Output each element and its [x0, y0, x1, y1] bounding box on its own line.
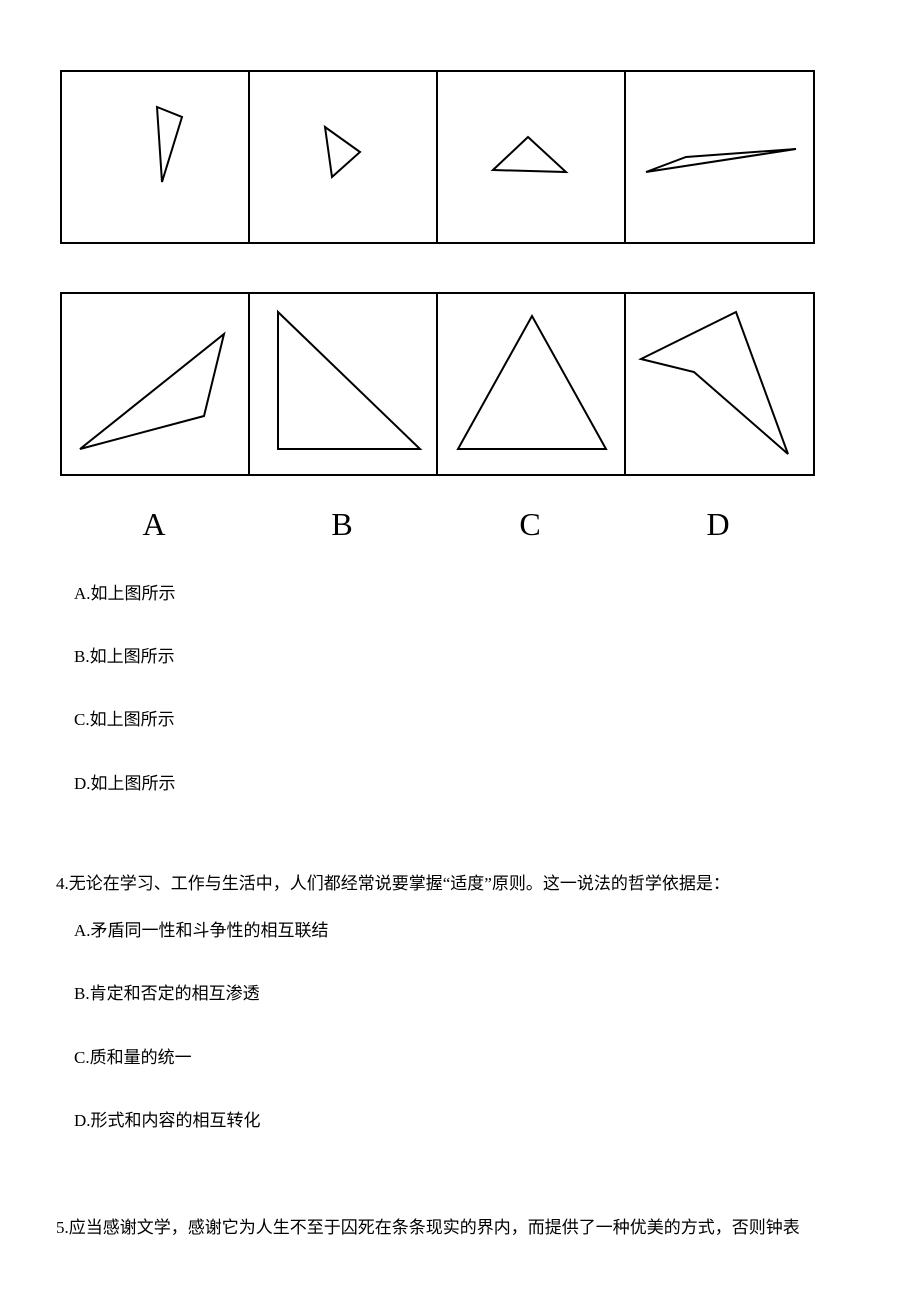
triangle-shape	[250, 294, 436, 474]
cell-r2-c4	[626, 294, 814, 474]
q5: 5.应当感谢文学，感谢它为人生不至于囚死在条条现实的界内，而提供了一种优美的方式…	[56, 1214, 886, 1241]
triangle-shape	[438, 294, 624, 474]
q4-option-b: B.肯定和否定的相互渗透	[74, 980, 886, 1007]
letter-row: A B C D	[60, 506, 815, 543]
q4-stem: 4.无论在学习、工作与生活中，人们都经常说要掌握“适度”原则。这一说法的哲学依据…	[56, 870, 886, 897]
triangle-shape	[626, 294, 814, 474]
cell-r2-c3	[438, 294, 626, 474]
triangle-diagram: A B C D	[60, 70, 815, 543]
cell-r1-c3	[438, 72, 626, 242]
cell-r2-c1	[62, 294, 250, 474]
triangle-shape	[62, 72, 248, 242]
triangle-shape	[250, 72, 436, 242]
letter-c: C	[436, 506, 624, 543]
q3-options: A.如上图所示 B.如上图所示 C.如上图所示 D.如上图所示	[74, 580, 874, 833]
q4-option-a: A.矛盾同一性和斗争性的相互联结	[74, 917, 886, 944]
triangle-shape	[626, 72, 814, 242]
cell-r1-c2	[250, 72, 438, 242]
cell-r1-c4	[626, 72, 814, 242]
triangle-shape	[62, 294, 248, 474]
letter-d: D	[624, 506, 812, 543]
q4: 4.无论在学习、工作与生活中，人们都经常说要掌握“适度”原则。这一说法的哲学依据…	[56, 870, 886, 1170]
diagram-row-2	[60, 292, 815, 476]
option-d: D.如上图所示	[74, 770, 874, 797]
option-a: A.如上图所示	[74, 580, 874, 607]
cell-r1-c1	[62, 72, 250, 242]
q4-option-c: C.质和量的统一	[74, 1044, 886, 1071]
option-b: B.如上图所示	[74, 643, 874, 670]
triangle-shape	[438, 72, 624, 242]
letter-a: A	[60, 506, 248, 543]
q5-stem: 5.应当感谢文学，感谢它为人生不至于囚死在条条现实的界内，而提供了一种优美的方式…	[56, 1214, 886, 1241]
q4-option-d: D.形式和内容的相互转化	[74, 1107, 886, 1134]
cell-r2-c2	[250, 294, 438, 474]
diagram-row-1	[60, 70, 815, 244]
option-c: C.如上图所示	[74, 706, 874, 733]
letter-b: B	[248, 506, 436, 543]
